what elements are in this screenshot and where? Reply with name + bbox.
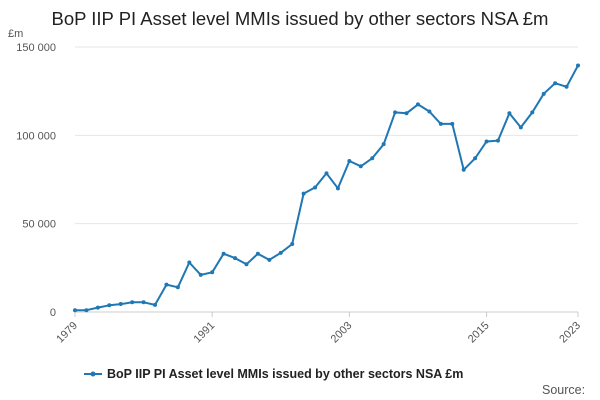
data-point (278, 250, 283, 255)
data-point (358, 164, 363, 169)
data-point (450, 121, 455, 126)
data-point (381, 142, 386, 147)
data-point (301, 191, 306, 196)
data-point (370, 156, 375, 161)
source-label: Source: (542, 383, 585, 397)
y-tick-label: 0 (50, 307, 56, 319)
data-point (198, 272, 203, 277)
data-point (564, 84, 569, 89)
data-point (324, 171, 329, 176)
data-point (461, 167, 466, 172)
x-tick-label: 1979 (54, 320, 80, 346)
legend-label: BoP IIP PI Asset level MMIs issued by ot… (107, 367, 463, 381)
data-point (73, 308, 77, 313)
y-tick-label: 100 000 (16, 130, 56, 142)
data-point (495, 138, 500, 143)
data-point (141, 300, 146, 305)
data-point (175, 285, 180, 290)
data-point (518, 125, 523, 130)
data-point (438, 121, 443, 126)
x-tick-label: 2023 (557, 320, 583, 346)
data-point (130, 300, 135, 305)
data-point (118, 302, 123, 307)
y-axis-unit: £m (8, 28, 23, 40)
data-point (427, 109, 432, 114)
series-layer (73, 63, 580, 313)
data-point (290, 241, 295, 246)
x-axis-ticks: 1979 1991 2003 2015 2023 (54, 312, 583, 345)
data-point (164, 282, 169, 287)
data-point (210, 270, 215, 275)
data-point (484, 139, 489, 144)
data-point (415, 102, 420, 107)
y-tick-label: 150 000 (16, 42, 56, 54)
data-point (507, 111, 512, 116)
legend-marker-swatch (90, 371, 96, 377)
data-point (221, 251, 226, 256)
data-point (153, 302, 158, 307)
y-tick-label: 50 000 (22, 219, 56, 231)
y-axis-ticks: 0 50 000 100 000 150 000 (16, 42, 56, 319)
data-point (267, 257, 272, 262)
x-tick-label: 2003 (329, 320, 355, 346)
chart-title: BoP IIP PI Asset level MMIs issued by ot… (52, 8, 549, 29)
data-point (244, 262, 249, 267)
data-point (404, 111, 409, 116)
data-point (335, 186, 340, 191)
x-tick-label: 2015 (466, 320, 492, 346)
data-point (233, 256, 238, 261)
data-point (473, 156, 478, 161)
data-point (84, 308, 89, 313)
data-point (95, 305, 100, 310)
data-point (313, 185, 318, 190)
legend: BoP IIP PI Asset level MMIs issued by ot… (84, 367, 463, 381)
data-point (393, 110, 398, 115)
data-point (255, 251, 260, 256)
data-point (576, 63, 580, 68)
data-point (107, 303, 112, 308)
data-point (347, 158, 352, 163)
series-line (75, 65, 579, 312)
data-point (541, 91, 546, 96)
gridlines (75, 46, 578, 313)
data-point (187, 260, 192, 265)
x-tick-label: 1991 (192, 320, 218, 346)
data-point (530, 110, 535, 115)
data-point (553, 81, 558, 86)
